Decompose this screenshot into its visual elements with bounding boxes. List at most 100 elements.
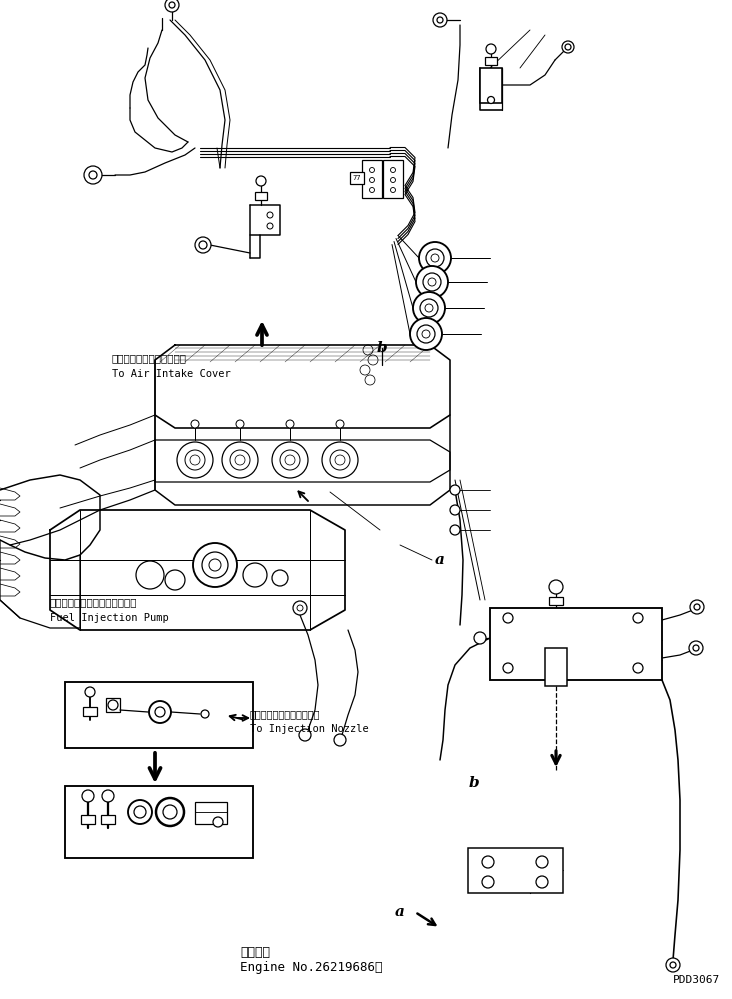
- Circle shape: [272, 442, 308, 478]
- Circle shape: [335, 455, 345, 465]
- Circle shape: [191, 420, 199, 428]
- Bar: [549, 597, 563, 605]
- Circle shape: [136, 561, 164, 589]
- Circle shape: [565, 44, 571, 50]
- Circle shape: [549, 580, 563, 594]
- Circle shape: [536, 856, 548, 868]
- Circle shape: [336, 420, 344, 428]
- Circle shape: [425, 304, 433, 312]
- Circle shape: [235, 455, 245, 465]
- Circle shape: [503, 613, 513, 623]
- Text: Fuel Injection Pump: Fuel Injection Pump: [50, 613, 169, 623]
- Text: インジェクションノズルへ: インジェクションノズルへ: [250, 709, 321, 719]
- Circle shape: [450, 485, 460, 495]
- Text: PDD3067: PDD3067: [673, 975, 720, 985]
- Bar: [545, 648, 567, 686]
- Text: a: a: [395, 905, 405, 919]
- Circle shape: [450, 505, 460, 515]
- Circle shape: [334, 734, 346, 746]
- Circle shape: [330, 450, 350, 470]
- Circle shape: [670, 962, 676, 968]
- Circle shape: [488, 97, 495, 104]
- Circle shape: [102, 790, 114, 802]
- Circle shape: [293, 601, 307, 615]
- Circle shape: [82, 790, 94, 802]
- Circle shape: [322, 442, 358, 478]
- Circle shape: [85, 687, 95, 697]
- Circle shape: [433, 13, 447, 27]
- Circle shape: [428, 278, 436, 286]
- Bar: [255, 192, 267, 200]
- Circle shape: [177, 442, 213, 478]
- Circle shape: [423, 273, 441, 291]
- Text: 適用号機: 適用号機: [240, 945, 270, 958]
- Circle shape: [195, 237, 211, 253]
- Circle shape: [209, 559, 221, 571]
- Circle shape: [410, 318, 442, 350]
- Bar: [83, 707, 97, 716]
- Text: 77: 77: [353, 175, 362, 181]
- Circle shape: [474, 632, 486, 644]
- Circle shape: [185, 450, 205, 470]
- Circle shape: [193, 543, 237, 587]
- Circle shape: [199, 241, 207, 249]
- Bar: [106, 698, 120, 712]
- Circle shape: [413, 292, 445, 324]
- Circle shape: [299, 729, 311, 741]
- Circle shape: [230, 450, 250, 470]
- Circle shape: [431, 254, 439, 262]
- Text: To Air Intake Cover: To Air Intake Cover: [112, 369, 231, 379]
- Circle shape: [156, 798, 184, 826]
- Circle shape: [693, 645, 699, 651]
- Bar: [81, 815, 95, 824]
- Bar: [468, 848, 563, 893]
- Circle shape: [503, 663, 513, 673]
- Circle shape: [272, 570, 288, 586]
- Circle shape: [690, 600, 704, 614]
- Circle shape: [213, 817, 223, 827]
- Circle shape: [267, 212, 273, 218]
- Circle shape: [390, 178, 395, 183]
- Circle shape: [155, 707, 165, 717]
- Circle shape: [536, 876, 548, 888]
- Circle shape: [422, 330, 430, 338]
- Circle shape: [267, 223, 273, 229]
- Circle shape: [562, 41, 574, 53]
- Circle shape: [201, 710, 209, 718]
- Bar: [101, 815, 115, 824]
- Bar: [195, 802, 227, 824]
- Bar: [485, 57, 497, 65]
- Circle shape: [689, 641, 703, 655]
- Text: フェルインジェクションポンプ: フェルインジェクションポンプ: [50, 597, 138, 607]
- Text: エアーインテークカバーへ: エアーインテークカバーへ: [112, 353, 187, 363]
- Circle shape: [84, 166, 102, 184]
- Circle shape: [165, 570, 185, 590]
- Circle shape: [390, 168, 395, 173]
- Circle shape: [108, 700, 118, 710]
- Circle shape: [89, 171, 97, 179]
- Circle shape: [482, 876, 494, 888]
- Text: b: b: [468, 776, 479, 790]
- Circle shape: [426, 249, 444, 267]
- Bar: [350, 172, 364, 184]
- Circle shape: [416, 266, 448, 298]
- Circle shape: [450, 525, 460, 535]
- Circle shape: [285, 455, 295, 465]
- Circle shape: [256, 176, 266, 186]
- Circle shape: [149, 701, 171, 723]
- Circle shape: [165, 0, 179, 12]
- Circle shape: [486, 44, 496, 54]
- Circle shape: [286, 420, 294, 428]
- Bar: [480, 68, 502, 103]
- Circle shape: [280, 450, 300, 470]
- Circle shape: [437, 17, 443, 23]
- Text: To Injection Nozzle: To Injection Nozzle: [250, 724, 369, 734]
- Circle shape: [420, 299, 438, 317]
- Circle shape: [236, 420, 244, 428]
- Text: b: b: [377, 341, 387, 355]
- Circle shape: [128, 800, 152, 824]
- Bar: [362, 160, 382, 198]
- Circle shape: [417, 325, 435, 343]
- Text: a: a: [435, 553, 445, 567]
- Bar: [65, 786, 253, 858]
